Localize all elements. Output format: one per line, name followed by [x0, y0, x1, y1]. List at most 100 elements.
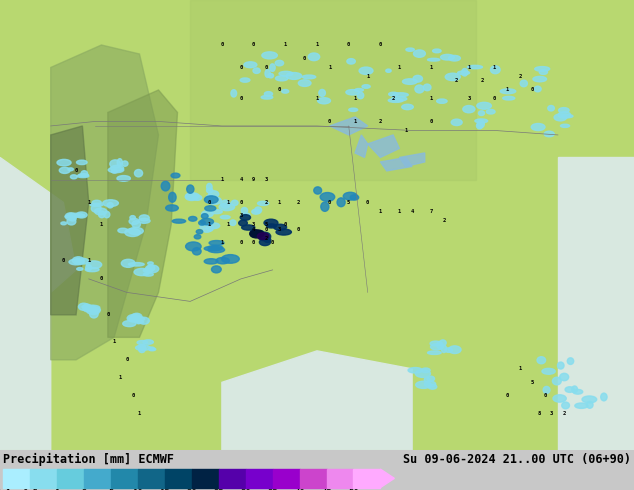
Text: 1: 1	[398, 65, 401, 70]
Ellipse shape	[567, 358, 574, 365]
Ellipse shape	[554, 114, 567, 121]
Ellipse shape	[572, 386, 578, 392]
Ellipse shape	[451, 119, 462, 125]
Ellipse shape	[415, 85, 424, 93]
Ellipse shape	[601, 393, 607, 401]
Ellipse shape	[208, 245, 223, 250]
Ellipse shape	[148, 348, 156, 351]
Text: 0: 0	[366, 200, 370, 205]
Ellipse shape	[83, 304, 91, 312]
Ellipse shape	[428, 384, 437, 389]
Text: 0: 0	[378, 43, 382, 48]
Ellipse shape	[210, 210, 223, 214]
Polygon shape	[355, 135, 368, 157]
Ellipse shape	[207, 197, 221, 204]
Ellipse shape	[67, 218, 76, 225]
Text: 1: 1	[112, 340, 116, 344]
Text: 4: 4	[239, 177, 243, 182]
Text: 45: 45	[321, 489, 332, 490]
Ellipse shape	[318, 98, 330, 104]
Ellipse shape	[186, 242, 201, 251]
Ellipse shape	[205, 206, 216, 211]
Ellipse shape	[129, 263, 144, 266]
Ellipse shape	[264, 238, 271, 243]
Bar	[3, 469, 30, 488]
Ellipse shape	[130, 216, 136, 220]
Ellipse shape	[276, 76, 288, 81]
Text: 4: 4	[252, 227, 256, 232]
Text: 2: 2	[264, 236, 268, 241]
Ellipse shape	[172, 219, 186, 223]
Ellipse shape	[231, 200, 238, 205]
Text: 2: 2	[518, 74, 522, 79]
Ellipse shape	[265, 70, 270, 77]
Ellipse shape	[560, 124, 569, 127]
Ellipse shape	[193, 195, 202, 200]
Ellipse shape	[479, 111, 484, 116]
Ellipse shape	[534, 67, 550, 71]
Text: 0: 0	[264, 65, 268, 70]
Ellipse shape	[358, 92, 364, 99]
Bar	[191, 469, 219, 488]
Ellipse shape	[269, 64, 275, 72]
Ellipse shape	[477, 102, 491, 109]
Ellipse shape	[104, 211, 110, 218]
Text: 3: 3	[550, 411, 553, 416]
Ellipse shape	[486, 109, 495, 114]
Ellipse shape	[91, 205, 101, 212]
Ellipse shape	[427, 376, 434, 381]
Ellipse shape	[131, 313, 142, 320]
Ellipse shape	[392, 93, 408, 97]
Text: 1: 1	[467, 65, 471, 70]
Text: 0.5: 0.5	[22, 489, 38, 490]
Ellipse shape	[548, 105, 554, 111]
Polygon shape	[380, 469, 394, 488]
Ellipse shape	[467, 65, 482, 69]
Ellipse shape	[347, 59, 355, 64]
Ellipse shape	[573, 390, 583, 394]
Ellipse shape	[257, 233, 269, 240]
Ellipse shape	[130, 317, 145, 321]
Ellipse shape	[92, 200, 101, 205]
Ellipse shape	[553, 395, 566, 402]
Ellipse shape	[274, 224, 287, 230]
Ellipse shape	[427, 351, 441, 354]
Polygon shape	[399, 153, 425, 167]
Text: 0: 0	[239, 65, 243, 70]
Bar	[327, 469, 354, 488]
Ellipse shape	[477, 120, 484, 128]
Ellipse shape	[337, 198, 345, 207]
Ellipse shape	[386, 69, 391, 73]
Ellipse shape	[200, 219, 214, 225]
Text: 0: 0	[264, 227, 268, 232]
Ellipse shape	[543, 387, 550, 393]
Text: 2: 2	[442, 218, 446, 223]
Text: 1: 1	[398, 209, 401, 214]
Ellipse shape	[389, 92, 398, 96]
Ellipse shape	[138, 344, 145, 349]
Text: 1: 1	[226, 200, 230, 205]
Ellipse shape	[145, 265, 158, 273]
Ellipse shape	[430, 344, 443, 350]
Text: Precipitation [mm] ECMWF: Precipitation [mm] ECMWF	[3, 453, 174, 466]
Text: 0: 0	[220, 43, 224, 48]
Ellipse shape	[279, 72, 293, 76]
Text: 0: 0	[277, 87, 281, 93]
Ellipse shape	[256, 230, 264, 235]
Ellipse shape	[148, 347, 155, 350]
Text: 0: 0	[74, 169, 78, 173]
Ellipse shape	[354, 89, 363, 92]
Ellipse shape	[65, 215, 77, 218]
Ellipse shape	[197, 230, 203, 234]
Text: 8: 8	[537, 411, 541, 416]
Ellipse shape	[122, 161, 128, 166]
Text: 0: 0	[328, 119, 332, 124]
Ellipse shape	[252, 209, 261, 214]
Text: 1: 1	[518, 367, 522, 371]
Ellipse shape	[308, 53, 320, 61]
Text: 1: 1	[119, 375, 122, 380]
Ellipse shape	[90, 203, 103, 206]
Ellipse shape	[445, 348, 453, 352]
Ellipse shape	[107, 202, 113, 208]
Ellipse shape	[491, 66, 500, 74]
